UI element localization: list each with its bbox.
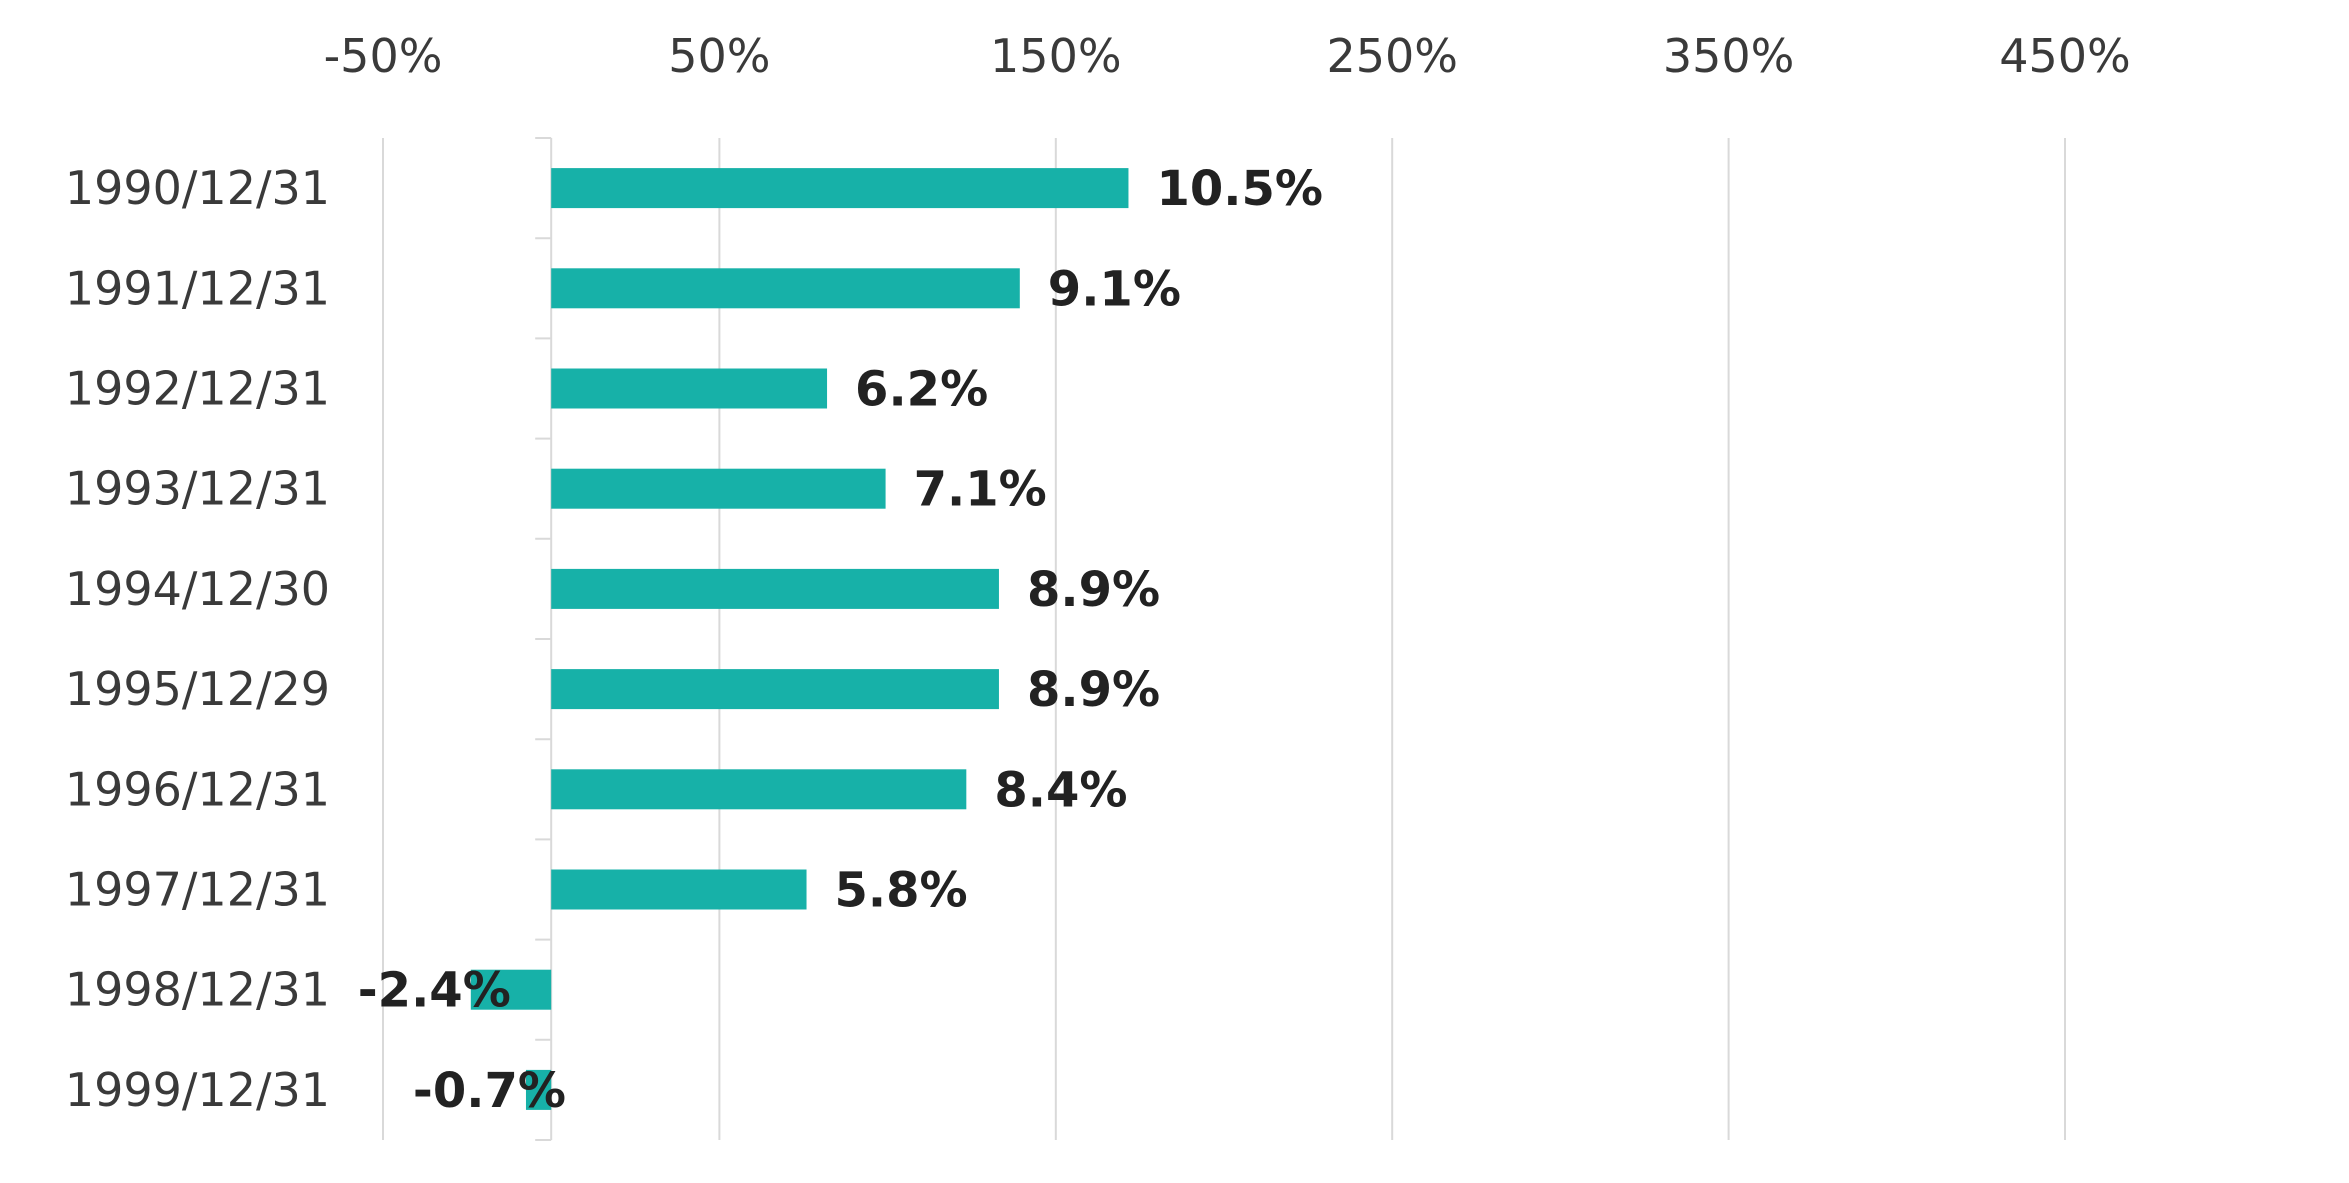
- data-label: 5.8%: [835, 863, 968, 919]
- bar: [470, 969, 552, 1010]
- bar: [551, 669, 999, 710]
- bar: [551, 869, 807, 910]
- x-tick-label: -50%: [324, 29, 443, 83]
- bar: [551, 769, 967, 810]
- category-label: 1993/12/31: [65, 462, 330, 516]
- data-label: -2.4%: [358, 963, 511, 1019]
- x-tick-label: 250%: [1326, 29, 1458, 83]
- data-labels: 10.5% 9.1% 6.2% 7.1% 8.9% 8.9% 8.4% 5.8% -2.4% -0…: [358, 161, 1323, 1119]
- data-label: 6.2%: [855, 362, 988, 418]
- category-labels: 1990/12/31 1991/12/31 1992/12/31 1993/12/31…: [65, 161, 330, 1117]
- bar: [551, 168, 1129, 209]
- x-tick-label: 450%: [1999, 29, 2131, 83]
- x-tick-label: 350%: [1663, 29, 1795, 83]
- category-label: 1995/12/29: [65, 662, 330, 716]
- bar: [551, 568, 999, 609]
- data-label: 7.1%: [914, 462, 1047, 518]
- category-label: 1998/12/31: [65, 963, 330, 1017]
- category-label: 1990/12/31: [65, 161, 330, 215]
- category-label: 1992/12/31: [65, 362, 330, 416]
- bar: [551, 268, 1020, 309]
- category-label: 1991/12/31: [65, 261, 330, 315]
- x-tick-label: 150%: [990, 29, 1122, 83]
- data-label: 8.9%: [1027, 662, 1160, 718]
- bar: [551, 468, 886, 509]
- data-label: 9.1%: [1048, 261, 1181, 317]
- x-tick-label: 50%: [668, 29, 770, 83]
- category-label: 1996/12/31: [65, 762, 330, 816]
- category-label: 1999/12/31: [65, 1063, 330, 1117]
- data-label: -0.7%: [413, 1063, 566, 1119]
- data-label: 10.5%: [1156, 161, 1323, 217]
- data-label: 8.9%: [1027, 562, 1160, 618]
- bar: [551, 368, 828, 409]
- bars: [470, 168, 1129, 1110]
- category-label: 1994/12/30: [65, 562, 330, 616]
- x-axis-ticks: -50% 50% 150% 250% 350% 450%: [324, 29, 2131, 83]
- bar: [525, 1069, 552, 1110]
- category-label: 1997/12/31: [65, 863, 330, 917]
- data-label: 8.4%: [994, 762, 1127, 818]
